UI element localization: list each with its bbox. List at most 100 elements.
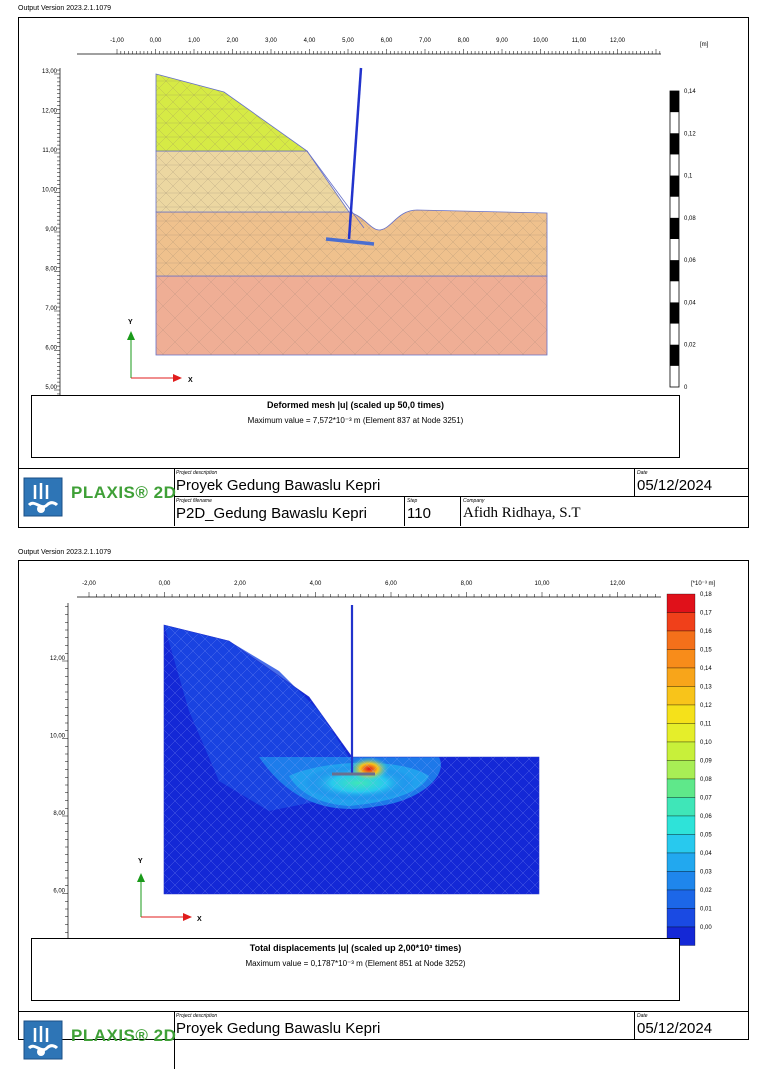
x-ruler: -2,00 0,00 2,00 4,00 6,00 8,00 10,00 12,00 (77, 581, 661, 598)
legend-color-swatch (666, 760, 696, 780)
x-tick-label: 6,00 (381, 38, 393, 44)
legend-label: 0,15 (700, 648, 712, 654)
plaxis-logo: PLAXIS® 2D (19, 469, 177, 526)
legend-color-swatch (666, 686, 696, 706)
caption-maximum-value: Maximum value = 0,1787*10⁻³ m (Element 8… (245, 959, 466, 968)
y-ruler: 13,00 12,00 11,00 10,00 9,00 8,00 7,00 6,00 5,00 (42, 68, 61, 396)
axis-indicator: Y X (127, 319, 193, 384)
pile-structure (332, 605, 375, 776)
legend-label: 0,13 (700, 685, 712, 691)
x-tick-label: 12,00 (610, 581, 626, 587)
legend-color-swatch (666, 593, 696, 613)
x-tick-label: 3,00 (265, 38, 277, 44)
y-tick-label: 10,00 (50, 734, 66, 740)
y-tick-label: 8,00 (53, 811, 65, 817)
legend-label: 0,11 (700, 722, 712, 728)
project-description-label: Project description (176, 1013, 218, 1019)
legend-color-swatch (666, 630, 696, 650)
y-tick-label: 6,00 (53, 889, 65, 895)
project-description-cell: Project description Proyek Gedung Bawasl… (174, 1012, 635, 1040)
x-tick-label: 0,00 (150, 38, 162, 44)
x-tick-label: 6,00 (385, 581, 397, 587)
y-tick-label: 8,00 (45, 267, 57, 273)
plaxis-logo-text: PLAXIS® 2D (71, 483, 177, 502)
deformed-mesh-sheet: -1,00 0,00 1,00 2,00 3,00 4,00 5,00 6,00 7,00 8,0… (18, 17, 749, 528)
legend-label: 0,03 (700, 870, 712, 876)
y-axis-label: Y (128, 319, 133, 326)
date-value: 05/12/2024 (637, 1020, 713, 1037)
scale-bar-segment (670, 260, 679, 282)
x-tick-label: 5,00 (342, 38, 354, 44)
company-name: Afidh Ridhaya, S.T (463, 505, 581, 521)
legend-label: 0,01 (700, 907, 712, 913)
x-tick-label: 4,00 (304, 38, 316, 44)
x-tick-label: 4,00 (310, 581, 322, 587)
project-filename-label: Project filename (176, 498, 212, 504)
project-description-cell: Project description Proyek Gedung Bawasl… (174, 469, 635, 497)
caption-title: Total displacements |u| (scaled up 2,00*… (249, 943, 462, 953)
scale-bar-segment (670, 302, 679, 324)
step-value: 110 (407, 505, 431, 522)
deformed-mesh-plot: -1,00 0,00 1,00 2,00 3,00 4,00 5,00 6,00 7,00 8,0… (42, 38, 709, 396)
scale-bar-segment (670, 91, 679, 113)
scale-bar-label: 0,12 (684, 131, 696, 137)
scale-bar-label: 0,1 (684, 174, 693, 180)
displacement-scale-bar: 0,14 0,12 0,1 0,08 0,06 0,04 0,02 0 (669, 89, 696, 391)
total-displacements-plot: -2,00 0,00 2,00 4,00 6,00 8,00 10,00 12,00 [*10… (50, 581, 716, 946)
x-tick-label: -1,00 (110, 38, 124, 44)
company-label: Company (463, 498, 485, 504)
step-cell: Step 110 (405, 497, 461, 526)
date-value: 05/12/2024 (637, 477, 713, 494)
legend-label: 0,12 (700, 703, 712, 709)
scale-bar-label: 0,14 (684, 89, 696, 95)
project-description: Proyek Gedung Bawaslu Kepri (176, 1020, 381, 1037)
x-unit-label: [m] (700, 42, 709, 48)
scale-bar-label: 0,02 (684, 343, 696, 349)
legend-color-swatch (666, 741, 696, 761)
scale-bar-label: 0,04 (684, 300, 696, 306)
x-axis-label: X (197, 916, 202, 923)
caption-title: Deformed mesh |u| (scaled up 50,0 times) (266, 400, 445, 410)
y-tick-label: 12,00 (50, 656, 66, 662)
scale-bar-segment (670, 133, 679, 155)
displacement-legend: 0,18 0,17 0,16 0,15 0,14 0,13 0,12 0,11 0,10 0,09… (666, 592, 712, 946)
legend-color-swatch (666, 667, 696, 687)
y-tick-label: 9,00 (45, 227, 57, 233)
x-tick-label: 12,00 (610, 38, 626, 44)
y-tick-label: 5,00 (45, 385, 57, 391)
legend-color-swatch (666, 871, 696, 891)
legend-label: 0,14 (700, 666, 712, 672)
x-tick-label: 0,00 (159, 581, 171, 587)
title-block: PLAXIS® 2D Project description Proyek Ge… (19, 468, 748, 526)
legend-color-swatch (666, 704, 696, 724)
legend-label: 0,09 (700, 759, 712, 765)
y-ruler: 12,00 10,00 8,00 6,00 (50, 603, 69, 939)
x-tick-label: 11,00 (572, 38, 587, 44)
y-tick-label: 6,00 (45, 346, 57, 352)
legend-label: 0,06 (700, 814, 712, 820)
plaxis-logo-text: PLAXIS® 2D (71, 1026, 177, 1045)
plaxis-logo-icon (23, 477, 63, 517)
legend-label: 0,18 (700, 592, 712, 598)
axis-indicator: Y X (137, 858, 202, 923)
caption-box: Deformed mesh |u| (scaled up 50,0 times)… (31, 395, 680, 458)
date-cell: Date 05/12/2024 (635, 1012, 748, 1040)
x-tick-label: -2,00 (82, 581, 96, 587)
scale-bar-label: 0,08 (684, 216, 696, 222)
step-label: Step (407, 498, 418, 504)
x-tick-label: 10,00 (533, 38, 549, 44)
legend-color-swatch (666, 889, 696, 909)
project-description-label: Project description (176, 470, 218, 476)
y-tick-label: 10,00 (42, 188, 58, 194)
x-tick-label: 10,00 (534, 581, 550, 587)
legend-color-swatch (666, 834, 696, 854)
plaxis-logo: PLAXIS® 2D (19, 1012, 177, 1069)
caption-maximum-value: Maximum value = 7,572*10⁻³ m (Element 83… (247, 416, 464, 425)
y-axis-label: Y (138, 858, 143, 865)
output-version-label: Output Version 2023.2.1.1079 (18, 5, 112, 12)
title-block: PLAXIS® 2D Project description Proyek Ge… (19, 1011, 748, 1069)
company-cell: Company Afidh Ridhaya, S.T (461, 497, 748, 526)
scale-bar-label: 0 (684, 385, 688, 391)
x-unit-label: [*10⁻³ m] (691, 581, 716, 587)
legend-label: 0,00 (700, 925, 712, 931)
